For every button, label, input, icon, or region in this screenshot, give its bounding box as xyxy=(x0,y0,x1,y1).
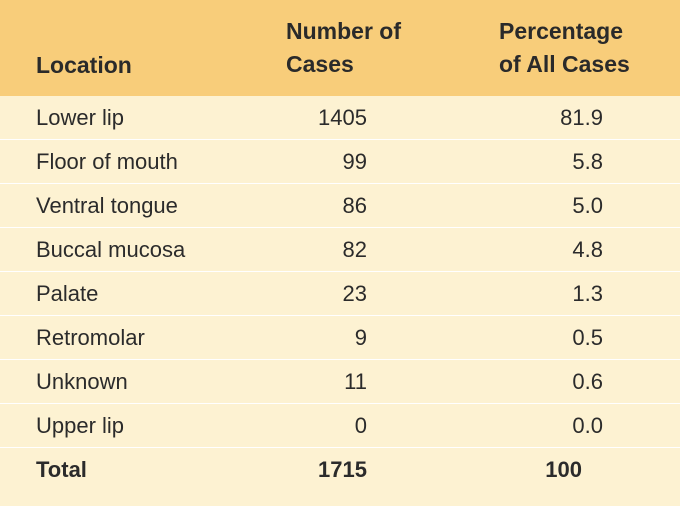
cases-cell: 82 xyxy=(342,237,367,262)
location-cell: Retromolar xyxy=(36,325,145,350)
cases-cell: 9 xyxy=(354,325,367,350)
table-row: Ventral tongue 86 5.0 xyxy=(0,184,680,228)
location-cell: Floor of mouth xyxy=(36,149,178,174)
table-row: Unknown 11 0.6 xyxy=(0,360,680,404)
percentage-cell: 0.5 xyxy=(572,325,603,350)
cases-cell: 99 xyxy=(342,149,367,174)
cases-cell: 11 xyxy=(344,369,367,394)
total-row: Total 1715 100 xyxy=(0,448,680,492)
cases-cell: 23 xyxy=(342,281,367,306)
percentage-cell: 81.9 xyxy=(560,105,603,130)
total-percentage: 100 xyxy=(545,457,582,482)
total-cases: 1715 xyxy=(318,457,367,482)
header-number-of-cases: Number of Cases xyxy=(286,15,401,81)
table-row: Palate 23 1.3 xyxy=(0,272,680,316)
cases-cell: 86 xyxy=(342,193,367,218)
cases-cell: 1405 xyxy=(318,105,367,130)
header-location: Location xyxy=(36,52,132,78)
header-percentage: Percentage of All Cases xyxy=(499,15,630,81)
total-label: Total xyxy=(36,457,87,482)
table-row: Upper lip 0 0.0 xyxy=(0,404,680,448)
header-pct-line1: Percentage xyxy=(499,18,624,44)
header-pct-line2: of All Cases xyxy=(499,51,630,77)
percentage-cell: 1.3 xyxy=(572,281,603,306)
location-cell: Lower lip xyxy=(36,105,125,130)
table-row: Retromolar 9 0.5 xyxy=(0,316,680,360)
percentage-cell: 5.8 xyxy=(572,149,603,174)
table-header: Location Number of Cases Percentage of A… xyxy=(0,0,680,96)
location-cell: Ventral tongue xyxy=(36,193,178,218)
location-cell: Palate xyxy=(36,281,99,306)
case-location-table: Location Number of Cases Percentage of A… xyxy=(0,0,680,492)
percentage-cell: 5.0 xyxy=(572,193,603,218)
location-cell: Buccal mucosa xyxy=(36,237,186,262)
percentage-cell: 4.8 xyxy=(572,237,603,262)
table-row: Buccal mucosa 82 4.8 xyxy=(0,228,680,272)
header-cases-line1: Number of xyxy=(286,18,401,44)
cases-cell: 0 xyxy=(354,413,367,438)
percentage-cell: 0.0 xyxy=(572,413,603,438)
location-cell: Upper lip xyxy=(36,413,125,438)
header-cases-line2: Cases xyxy=(286,51,354,77)
table-row: Floor of mouth 99 5.8 xyxy=(0,140,680,184)
location-cell: Unknown xyxy=(36,369,128,394)
table-row: Lower lip 1405 81.9 xyxy=(0,96,680,140)
percentage-cell: 0.6 xyxy=(572,369,603,394)
